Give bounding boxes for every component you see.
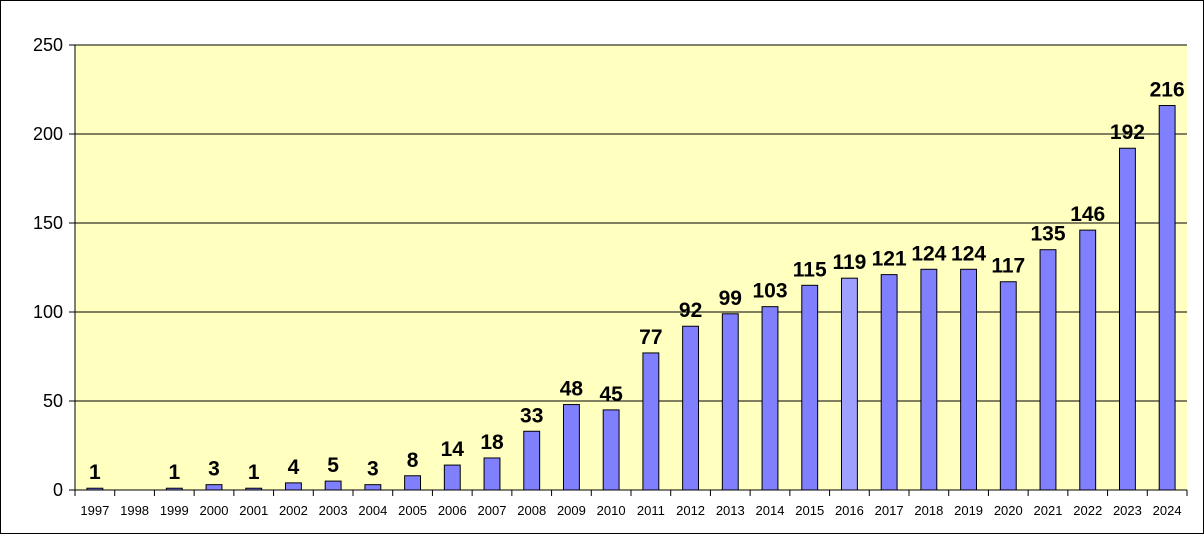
y-tick-label: 150 [33, 213, 63, 233]
bar-2023 [1118, 147, 1136, 491]
data-label-2021: 135 [1030, 223, 1065, 246]
bar-2013 [721, 313, 739, 491]
bar-2017 [880, 274, 898, 491]
x-tick-label-2015: 2015 [795, 503, 824, 518]
data-label-2004: 3 [367, 458, 379, 481]
x-axis-ticks: 1997 1998 1999 2000 2001 2002 2003 2004 2005 2006… [74, 490, 1188, 518]
x-tick-label-2020: 2020 [994, 503, 1023, 518]
data-label-2011: 77 [639, 326, 662, 349]
data-label-2008: 33 [520, 404, 543, 427]
x-tick-label-2001: 2001 [239, 503, 268, 518]
data-label-2001: 1 [248, 461, 260, 484]
bar-2018 [920, 268, 938, 491]
bar-2002 [284, 482, 302, 491]
data-label-1997: 1 [89, 461, 101, 484]
data-label-2003: 5 [327, 454, 339, 477]
y-tick-label: 200 [33, 124, 63, 144]
data-label-2014: 103 [752, 280, 787, 303]
data-label-2010: 45 [599, 383, 623, 406]
y-tick-label: 50 [43, 391, 63, 411]
x-tick-label-2003: 2003 [319, 503, 348, 518]
data-label-1999: 1 [168, 461, 180, 484]
bar-2008 [523, 430, 541, 491]
bar-2022 [1079, 229, 1097, 491]
data-label-2022: 146 [1070, 203, 1105, 226]
bar-2015 [801, 284, 819, 491]
data-label-2012: 92 [679, 299, 702, 322]
bar-2020 [999, 281, 1017, 491]
x-tick-label-2000: 2000 [200, 503, 229, 518]
data-label-2016: 119 [832, 251, 866, 274]
bar-2021 [1039, 249, 1057, 491]
x-tick-label-2022: 2022 [1073, 503, 1102, 518]
bar-2016 [840, 277, 858, 491]
y-tick-label: 250 [33, 35, 63, 55]
x-tick-label-2017: 2017 [875, 503, 904, 518]
x-tick-label-1998: 1998 [120, 503, 149, 518]
bar-2006 [443, 464, 461, 491]
x-tick-label-2013: 2013 [716, 503, 745, 518]
data-label-2009: 48 [560, 378, 584, 401]
x-tick-label-2021: 2021 [1034, 503, 1063, 518]
x-tick-label-2007: 2007 [478, 503, 507, 518]
x-tick-label-2018: 2018 [914, 503, 943, 518]
data-label-2018: 124 [911, 242, 946, 265]
x-tick-label-2006: 2006 [438, 503, 467, 518]
bar-2005 [404, 475, 422, 491]
x-tick-label-2014: 2014 [756, 503, 785, 518]
x-tick-label-2023: 2023 [1113, 503, 1142, 518]
data-label-2024: 216 [1150, 79, 1185, 102]
x-tick-label-2010: 2010 [597, 503, 626, 518]
y-tick-label: 0 [53, 480, 63, 500]
x-tick-label-2009: 2009 [557, 503, 586, 518]
x-tick-label-2024: 2024 [1153, 503, 1182, 518]
x-tick-label-2012: 2012 [676, 503, 705, 518]
data-label-2013: 99 [719, 287, 742, 310]
x-tick-label-2005: 2005 [398, 503, 427, 518]
data-label-2005: 8 [407, 449, 419, 472]
data-label-2007: 18 [480, 431, 504, 454]
x-tick-label-1997: 1997 [80, 503, 109, 518]
bar-2019 [960, 268, 978, 491]
y-tick-label: 100 [33, 302, 63, 322]
bar-2014 [761, 306, 779, 491]
x-tick-label-2011: 2011 [637, 503, 665, 518]
data-label-2000: 3 [208, 458, 220, 481]
data-label-2015: 115 [793, 258, 827, 281]
x-tick-label-2019: 2019 [954, 503, 983, 518]
data-label-2017: 121 [872, 248, 907, 271]
data-label-2019: 124 [951, 242, 986, 265]
x-tick-label-2004: 2004 [358, 503, 387, 518]
bar-2012 [682, 325, 700, 491]
bar-2024 [1158, 105, 1176, 491]
x-tick-label-2002: 2002 [279, 503, 308, 518]
bars [86, 105, 1176, 491]
bar-2000 [205, 484, 223, 491]
data-label-2023: 192 [1110, 121, 1145, 144]
bar-2004 [364, 484, 382, 491]
x-tick-label-2008: 2008 [517, 503, 546, 518]
data-label-2002: 4 [288, 456, 300, 479]
bar-2010 [602, 409, 620, 491]
bar-2007 [483, 457, 501, 491]
bar-2009 [562, 404, 580, 491]
bar-2003 [324, 480, 342, 491]
x-tick-label-2016: 2016 [835, 503, 864, 518]
x-tick-label-1999: 1999 [160, 503, 189, 518]
data-label-2020: 117 [991, 255, 1025, 278]
data-label-2006: 14 [441, 438, 465, 461]
y-axis-ticks: 0 50 100 150 200 250 [33, 35, 75, 500]
bar-2011 [642, 352, 660, 491]
